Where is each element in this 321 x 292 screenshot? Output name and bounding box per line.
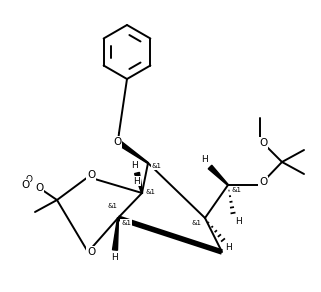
Polygon shape [113,218,118,250]
Text: O: O [87,170,95,180]
Text: H: H [226,244,232,253]
Text: O: O [113,137,121,147]
Text: O: O [25,175,32,185]
Text: H: H [112,253,118,263]
Text: &1: &1 [192,220,202,226]
Text: O: O [259,138,267,148]
Text: H: H [235,216,241,225]
Text: &1: &1 [231,187,241,193]
Polygon shape [208,165,228,185]
Text: O: O [21,180,29,190]
Text: O: O [259,177,267,187]
Text: H: H [201,156,207,164]
Text: H: H [131,161,137,169]
Text: H: H [134,176,140,185]
Text: &1: &1 [108,203,118,209]
Text: O: O [35,183,43,193]
Text: &1: &1 [145,189,155,195]
Text: &1: &1 [152,163,162,169]
Text: &1: &1 [121,220,131,226]
Polygon shape [134,172,143,193]
Polygon shape [117,140,148,164]
Text: O: O [87,247,95,257]
